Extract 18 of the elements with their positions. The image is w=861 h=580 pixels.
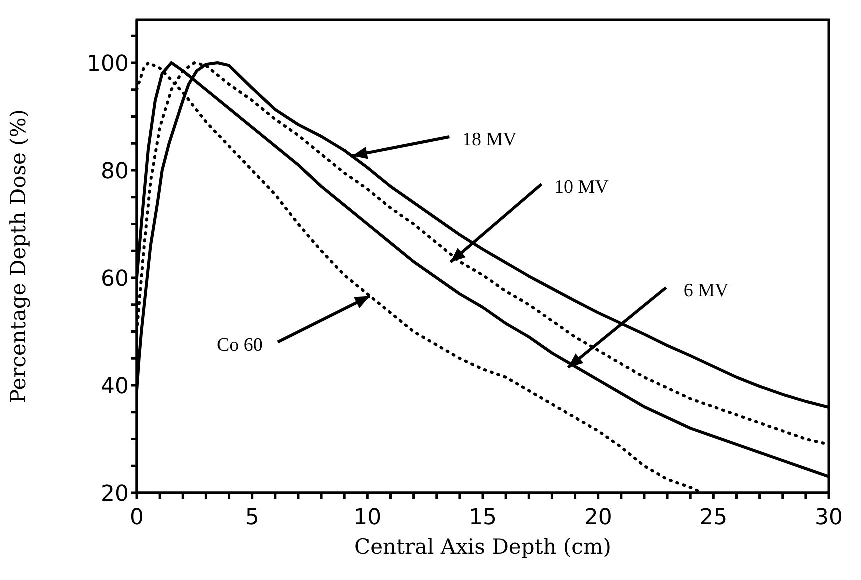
y-tick-label: 40	[101, 374, 129, 400]
x-tick-label: 0	[130, 506, 144, 531]
x-tick-label: 10	[354, 506, 382, 531]
annotation: 18 MV	[462, 130, 518, 151]
x-tick-label: 20	[584, 506, 612, 531]
y-tick-label: 100	[87, 52, 129, 77]
y-tick-label: 60	[101, 266, 129, 292]
x-tick-label: 15	[469, 506, 497, 531]
y-axis-title: Percentage Depth Dose (%)	[6, 110, 30, 404]
x-tick-label: 25	[700, 506, 728, 531]
x-tick-label: 5	[245, 506, 260, 531]
y-tick-label: 80	[101, 159, 129, 184]
annotation: Co 60	[217, 334, 263, 356]
x-axis-title: Central Axis Depth (cm)	[354, 535, 612, 559]
x-tick-label: 30	[815, 506, 843, 531]
annotation: 6 MV	[684, 280, 730, 302]
annotation: 10 MV	[554, 177, 610, 198]
y-tick-label: 20	[101, 482, 129, 507]
